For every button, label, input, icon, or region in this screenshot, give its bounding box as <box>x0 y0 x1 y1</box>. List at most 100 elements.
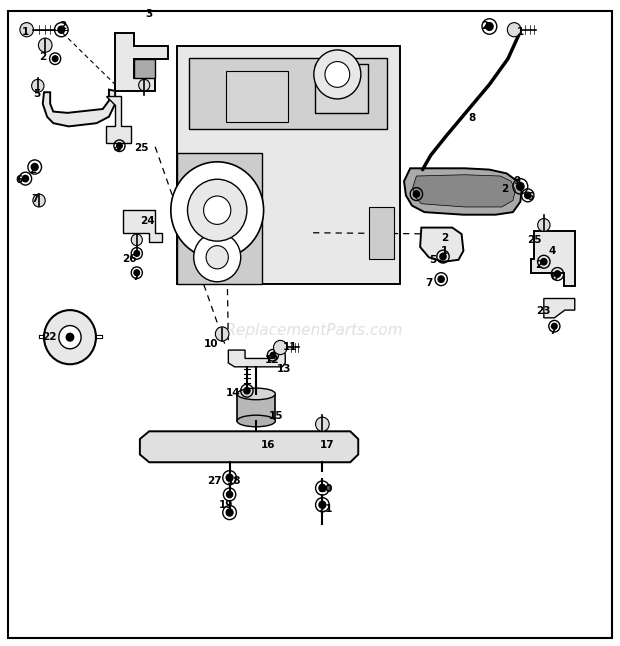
Bar <box>177 46 400 284</box>
Text: 4: 4 <box>113 144 121 154</box>
Polygon shape <box>134 59 156 78</box>
Text: 2: 2 <box>441 233 448 243</box>
Text: 22: 22 <box>42 332 56 342</box>
Polygon shape <box>404 169 521 214</box>
Circle shape <box>193 233 241 282</box>
Text: 4: 4 <box>549 246 556 256</box>
Ellipse shape <box>237 415 275 427</box>
Circle shape <box>44 310 96 364</box>
Polygon shape <box>413 174 515 207</box>
Ellipse shape <box>237 388 275 400</box>
Polygon shape <box>228 350 285 367</box>
Text: 10: 10 <box>204 339 218 349</box>
Circle shape <box>226 509 233 516</box>
Text: 2: 2 <box>535 260 542 270</box>
Text: 21: 21 <box>318 504 333 514</box>
Text: 2: 2 <box>481 21 488 32</box>
Circle shape <box>38 38 52 52</box>
Circle shape <box>485 23 493 30</box>
Circle shape <box>541 258 547 265</box>
Circle shape <box>32 79 44 92</box>
Bar <box>189 57 388 129</box>
Polygon shape <box>544 298 575 318</box>
Text: 5: 5 <box>33 89 40 99</box>
Circle shape <box>58 26 64 33</box>
Circle shape <box>215 327 229 341</box>
Circle shape <box>244 388 250 394</box>
Text: 16: 16 <box>260 441 275 450</box>
Circle shape <box>66 333 74 341</box>
Bar <box>369 207 394 258</box>
Circle shape <box>226 491 232 497</box>
Polygon shape <box>123 210 162 242</box>
Text: 25: 25 <box>526 236 541 245</box>
Circle shape <box>22 175 29 182</box>
Circle shape <box>33 194 45 207</box>
Text: 8: 8 <box>469 113 476 123</box>
Text: 18: 18 <box>228 476 242 486</box>
Circle shape <box>171 162 264 258</box>
Text: 1: 1 <box>22 26 29 37</box>
Text: eReplacementParts.com: eReplacementParts.com <box>216 323 404 339</box>
Circle shape <box>554 271 560 277</box>
Polygon shape <box>106 96 131 143</box>
Circle shape <box>139 79 150 91</box>
Circle shape <box>32 163 38 171</box>
Circle shape <box>414 191 420 197</box>
Text: 25: 25 <box>135 143 149 152</box>
Text: 23: 23 <box>536 306 551 317</box>
Circle shape <box>134 251 140 256</box>
Polygon shape <box>115 33 168 91</box>
Circle shape <box>131 234 143 245</box>
Circle shape <box>226 474 233 481</box>
Bar <box>226 70 288 122</box>
Text: 3: 3 <box>146 8 153 19</box>
Circle shape <box>552 323 557 329</box>
Text: 2: 2 <box>29 165 37 174</box>
Circle shape <box>203 196 231 224</box>
Text: 1: 1 <box>516 26 524 37</box>
Circle shape <box>525 192 531 198</box>
Text: 6: 6 <box>551 271 558 282</box>
Circle shape <box>117 143 122 149</box>
Polygon shape <box>420 227 463 262</box>
Bar <box>177 153 262 284</box>
Text: 19: 19 <box>219 500 234 510</box>
Bar <box>237 394 275 421</box>
Circle shape <box>270 352 276 358</box>
Text: 20: 20 <box>318 484 333 494</box>
Text: 7: 7 <box>425 278 433 288</box>
Text: 13: 13 <box>277 364 291 375</box>
Text: 7: 7 <box>31 194 38 204</box>
Text: 12: 12 <box>264 355 279 366</box>
Text: 9: 9 <box>514 176 521 186</box>
Circle shape <box>438 276 445 282</box>
Circle shape <box>319 484 326 492</box>
Circle shape <box>134 270 140 276</box>
Text: 6: 6 <box>16 175 23 185</box>
Text: 6: 6 <box>526 192 533 202</box>
Text: 17: 17 <box>320 441 335 450</box>
Text: 1: 1 <box>441 246 448 256</box>
Text: 27: 27 <box>207 476 221 486</box>
Text: 2: 2 <box>59 21 66 32</box>
Text: 2: 2 <box>39 52 46 63</box>
Circle shape <box>52 56 58 61</box>
Circle shape <box>516 182 524 190</box>
Polygon shape <box>140 432 358 463</box>
Text: 7: 7 <box>549 326 556 336</box>
Text: 2: 2 <box>501 184 508 194</box>
Circle shape <box>325 61 350 87</box>
Circle shape <box>319 501 326 508</box>
Polygon shape <box>531 231 575 286</box>
Circle shape <box>59 326 81 349</box>
Circle shape <box>538 218 550 231</box>
Circle shape <box>316 417 329 432</box>
Text: 15: 15 <box>268 412 283 421</box>
Circle shape <box>20 23 33 37</box>
Bar <box>315 64 368 112</box>
Circle shape <box>206 245 228 269</box>
Circle shape <box>440 253 446 260</box>
Circle shape <box>314 50 361 99</box>
Text: 7: 7 <box>132 271 140 282</box>
